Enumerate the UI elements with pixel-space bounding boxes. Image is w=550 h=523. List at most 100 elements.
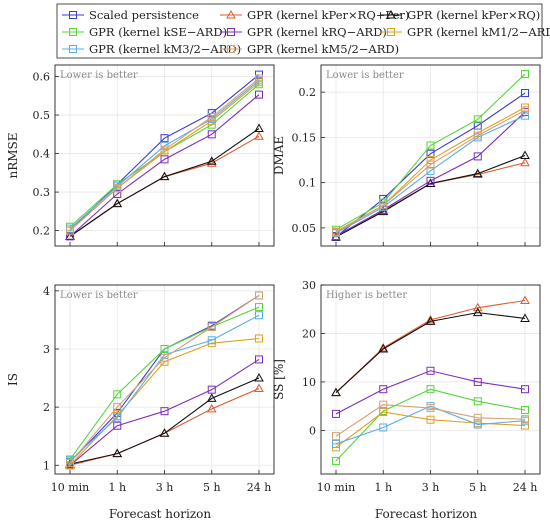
series-line xyxy=(335,312,526,393)
data-point xyxy=(426,176,435,185)
data-point xyxy=(207,322,216,331)
legend-marker xyxy=(227,28,235,36)
data-point xyxy=(425,314,436,324)
data-point xyxy=(254,131,264,140)
tick-label-y: 0.2 xyxy=(299,86,317,99)
tick-label-y: 0.6 xyxy=(33,71,51,84)
plot-frame xyxy=(54,284,275,475)
series-line xyxy=(335,411,526,448)
data-point xyxy=(160,344,169,353)
tick-label-x: 24 h xyxy=(247,481,272,494)
plot-frame xyxy=(54,64,275,247)
tick-label-y: 0.05 xyxy=(292,222,317,235)
panels: 0.20.30.40.50.6 Lower is betternRMSE0.050… xyxy=(6,64,541,494)
tick-label-x: 5 h xyxy=(469,481,487,494)
data-point xyxy=(254,373,264,382)
tick-label-x: 24 h xyxy=(513,481,538,494)
panel-annotation: Lower is better xyxy=(60,70,138,81)
legend-label: GPR (kernel kM3/2−ARD) xyxy=(89,42,241,56)
data-point xyxy=(112,198,123,208)
series-line xyxy=(335,115,526,234)
data-point xyxy=(426,156,435,165)
data-point xyxy=(426,415,435,424)
series xyxy=(66,90,263,241)
tick-label-y: 4 xyxy=(43,285,50,298)
legend-label: GPR (kernel kM5/2−ARD) xyxy=(247,42,399,56)
series xyxy=(65,123,264,240)
series-line xyxy=(69,306,260,460)
tick-label-x: 3 h xyxy=(156,481,174,494)
panel-annotation: Higher is better xyxy=(326,290,407,301)
data-point xyxy=(113,413,122,422)
tick-label-x: 10 min xyxy=(317,481,356,494)
data-point xyxy=(379,385,388,394)
tick-label-y: 0 xyxy=(309,424,316,437)
data-point xyxy=(332,432,340,441)
data-point xyxy=(206,156,217,165)
legend-label: GPR (kernel kSE−ARD) xyxy=(89,25,227,39)
data-point xyxy=(160,407,169,416)
data-point xyxy=(473,115,482,124)
tick-label-y: 1 xyxy=(43,459,50,472)
tick-label-x: 1 h xyxy=(374,481,392,494)
legend-marker xyxy=(226,9,236,19)
series-line xyxy=(69,377,260,465)
legend-entry: GPR (kernel kM1/2−ARD) xyxy=(380,25,550,39)
y-axis-label: DMAE xyxy=(272,136,286,175)
series xyxy=(332,385,529,465)
data-point xyxy=(206,393,217,402)
data-point xyxy=(379,423,388,432)
legend-marker xyxy=(386,9,396,19)
series-line xyxy=(69,295,260,464)
data-point xyxy=(520,150,530,159)
data-point xyxy=(113,403,122,412)
series-line xyxy=(335,370,526,415)
legend-label: GPR (kernel kRQ−ARD) xyxy=(247,25,387,39)
data-point xyxy=(426,166,435,175)
data-point xyxy=(160,145,169,154)
tick-label-y: 0.4 xyxy=(33,148,51,161)
data-point xyxy=(255,291,263,300)
data-point xyxy=(255,311,263,320)
data-point xyxy=(207,130,216,139)
series-line xyxy=(69,128,260,237)
data-point xyxy=(66,226,74,235)
legend-entry: GPR (kernel kPer×RQ+Per) xyxy=(220,8,409,22)
data-point xyxy=(207,385,216,394)
data-point xyxy=(206,403,217,413)
tick-label-y: 0.2 xyxy=(33,225,51,238)
data-point xyxy=(521,89,529,98)
legend-entry: GPR (kernel kSE−ARD) xyxy=(62,25,227,39)
data-point xyxy=(473,413,482,422)
legend-entry: Scaled persistence xyxy=(62,8,199,22)
data-point xyxy=(160,353,169,362)
y-axis-label: nRMSE xyxy=(6,132,20,178)
data-point xyxy=(332,409,340,418)
data-point xyxy=(473,377,482,386)
legend-label: GPR (kernel kPer×RQ+Per) xyxy=(247,8,409,22)
data-point xyxy=(426,385,435,394)
tick-label-y: 0.15 xyxy=(292,131,317,144)
tick-label-y: 10 xyxy=(302,376,316,389)
legend-marker xyxy=(69,11,77,19)
series xyxy=(331,307,530,397)
chart-panel-nrmse: 0.2 0.3 0.4 0.5 0.6 Lower is better nRMSE xyxy=(6,64,275,247)
data-point xyxy=(472,307,483,317)
data-point xyxy=(160,134,169,143)
data-point xyxy=(472,302,483,312)
data-point xyxy=(206,158,217,167)
series xyxy=(65,373,264,468)
chart-panel-dmae: 0.05 0.1 0.15 0.2 Lower is better DMAE xyxy=(272,64,541,247)
data-point xyxy=(332,456,340,465)
data-point xyxy=(473,397,482,406)
legend-entry: GPR (kernel kPer×RQ) xyxy=(380,8,540,22)
legend-marker xyxy=(227,45,235,53)
data-point xyxy=(521,106,529,115)
tick-label-y: 30 xyxy=(302,279,316,292)
data-point xyxy=(473,152,482,161)
data-point xyxy=(426,141,435,150)
data-point xyxy=(159,428,170,437)
data-point xyxy=(379,400,388,409)
legend-box xyxy=(56,3,543,59)
